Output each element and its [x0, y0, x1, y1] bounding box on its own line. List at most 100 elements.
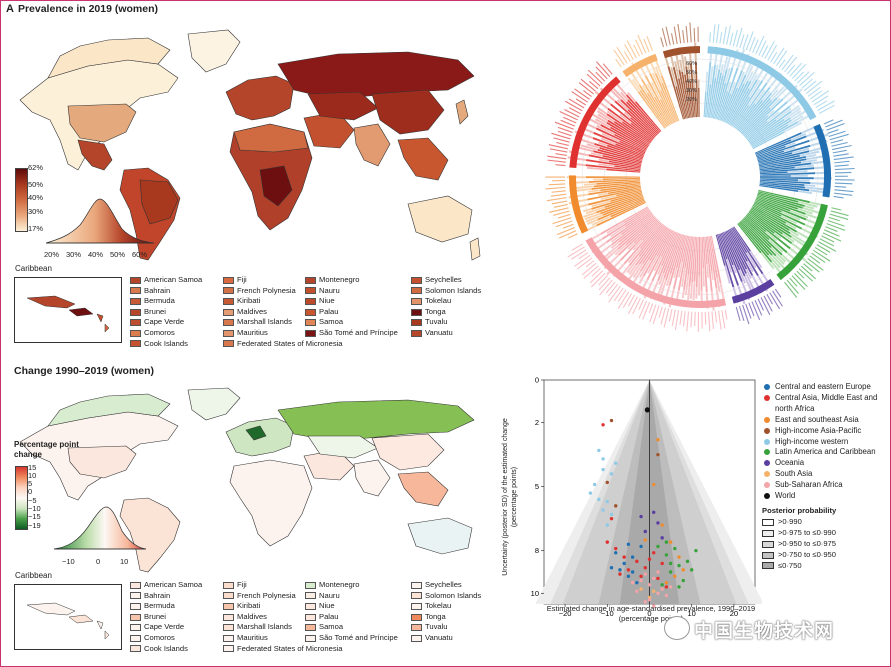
circular-bar-1990 — [781, 211, 801, 221]
legend-item: Brunei — [130, 612, 223, 623]
country-label-mark — [791, 275, 806, 291]
circular-bar-1990 — [730, 81, 736, 95]
scatter-point — [639, 544, 643, 549]
posterior-swatch — [762, 562, 774, 570]
y-tick-label: 2 — [535, 418, 539, 427]
circular-bar-1990 — [697, 79, 700, 88]
circular-bar-1990 — [597, 110, 615, 123]
circular-bar — [662, 232, 680, 274]
circular-bar-1990 — [745, 268, 752, 279]
country-label-mark — [635, 39, 644, 56]
posterior-swatch — [762, 518, 774, 526]
circular-bar — [738, 92, 773, 132]
circular-bar — [704, 236, 708, 265]
circular-bar-1990 — [781, 254, 791, 263]
density-tick: 0 — [96, 557, 101, 566]
country-label-mark — [559, 230, 577, 239]
region-legend: Central and eastern Europe Central Asia, … — [764, 382, 882, 502]
country-label-mark — [643, 38, 650, 53]
country-label-mark — [814, 247, 828, 256]
country-label-mark — [738, 305, 745, 321]
circular-bar — [703, 236, 708, 293]
circular-bar — [746, 105, 791, 141]
scatter-point — [605, 523, 609, 527]
circular-bar — [715, 82, 727, 120]
scatter-point — [652, 510, 656, 514]
scatter-point — [652, 551, 656, 555]
legend-item: Vanuatu — [411, 633, 501, 644]
legend-item: Vanuatu — [411, 328, 501, 339]
circular-bar-1990 — [645, 64, 652, 75]
circular-bar-1990 — [678, 261, 683, 278]
region-arc — [569, 76, 621, 169]
country-label-mark — [789, 62, 802, 77]
circular-bar — [720, 232, 734, 266]
country-label-mark — [685, 26, 689, 43]
circular-bar — [630, 122, 653, 141]
circular-bar-1990 — [601, 132, 620, 143]
country-label-mark — [663, 308, 670, 328]
caribbean-label: Caribbean — [15, 264, 52, 273]
circular-bar — [654, 96, 671, 126]
posterior-item: ≤0·750 — [762, 561, 836, 572]
region-dot — [764, 416, 770, 423]
circular-bar — [594, 142, 643, 160]
legend-swatch — [411, 287, 422, 295]
country-label-mark — [763, 295, 773, 312]
circular-bar-1990 — [706, 264, 709, 278]
circular-bar — [665, 233, 682, 281]
legend-swatch — [223, 319, 234, 327]
circular-bar-1990 — [790, 133, 807, 141]
circular-bar-1990 — [797, 201, 818, 208]
circular-bar-1990 — [805, 154, 816, 158]
circular-bar-1990 — [687, 61, 691, 81]
legend-swatch — [305, 613, 316, 621]
country-label-mark — [686, 311, 690, 332]
circular-bar-1990 — [608, 87, 622, 101]
circular-bar-1990 — [702, 268, 705, 287]
circular-bar — [685, 66, 694, 118]
circular-bar — [660, 230, 675, 258]
country-label-mark — [714, 311, 718, 323]
circular-bar — [607, 119, 650, 147]
legend-item: Palau — [305, 307, 411, 318]
country-label-mark — [823, 119, 834, 125]
scatter-point — [673, 574, 677, 578]
circular-bar-1990 — [587, 123, 597, 130]
region-dot — [764, 471, 770, 478]
circular-bar-1990 — [722, 56, 729, 76]
scatter-point — [601, 508, 605, 512]
circular-bar — [593, 131, 645, 155]
circular-bar-1990 — [597, 141, 608, 147]
scatter-point — [601, 467, 605, 472]
circular-bar — [621, 212, 652, 236]
circular-bar — [599, 147, 643, 161]
country-label-mark — [578, 252, 589, 260]
country-label-mark — [553, 203, 568, 208]
circular-bar-1990 — [811, 160, 827, 165]
circular-bar — [728, 88, 750, 125]
region-legend-item: Central and eastern Europe — [764, 382, 882, 393]
legend-item: Tuvalu — [411, 317, 501, 328]
scatter-point — [681, 578, 685, 583]
country-label-mark — [553, 137, 570, 143]
map-central-asia — [307, 435, 379, 459]
circular-bar — [759, 162, 812, 171]
country-label-mark — [551, 132, 571, 140]
legend-item: Kiribati — [223, 601, 305, 612]
country-label-mark — [796, 71, 810, 84]
circular-bar — [752, 121, 799, 148]
country-label-mark — [830, 139, 844, 144]
circular-bar — [758, 189, 810, 204]
region-legend-label: Sub-Saharan Africa — [775, 480, 843, 490]
circular-bar-1990 — [783, 107, 802, 121]
colorbar-tick: 0 — [28, 487, 33, 496]
circular-bar — [733, 104, 750, 128]
circular-bar — [651, 231, 676, 282]
circular-bar-1990 — [799, 150, 820, 157]
circular-bar-1990 — [583, 211, 597, 218]
circular-bar — [758, 150, 810, 164]
country-label-mark — [811, 90, 829, 103]
country-label-mark — [595, 71, 606, 82]
scatter-point — [656, 570, 660, 574]
